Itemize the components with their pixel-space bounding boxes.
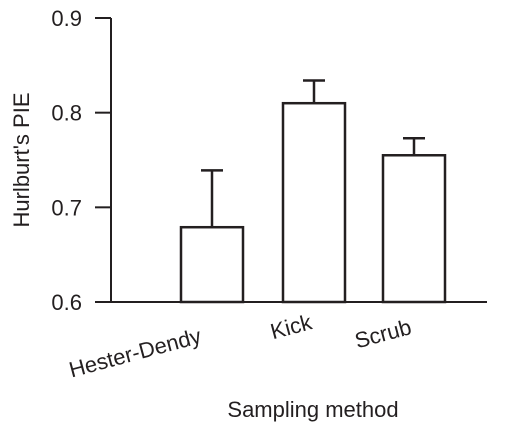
category-label: Scrub (352, 314, 414, 353)
bar (179, 225, 245, 304)
bar (281, 101, 347, 304)
y-tick-label: 0.7 (51, 195, 82, 220)
bar (381, 154, 447, 304)
category-label: Hester-Dendy (66, 323, 204, 382)
y-tick-label: 0.8 (51, 101, 82, 126)
x-axis-title: Sampling method (227, 397, 398, 422)
y-axis-title: Hurlburt's PIE (9, 92, 34, 227)
category-labels: Hester-Dendy Kick Scrub (66, 309, 414, 382)
y-tick-label: 0.9 (51, 6, 82, 31)
y-axis: 0.6 0.7 0.8 0.9 (51, 6, 112, 315)
error-bars (201, 79, 425, 228)
category-label: Kick (268, 309, 316, 344)
y-tick-label: 0.6 (51, 290, 82, 315)
bars (179, 101, 447, 304)
